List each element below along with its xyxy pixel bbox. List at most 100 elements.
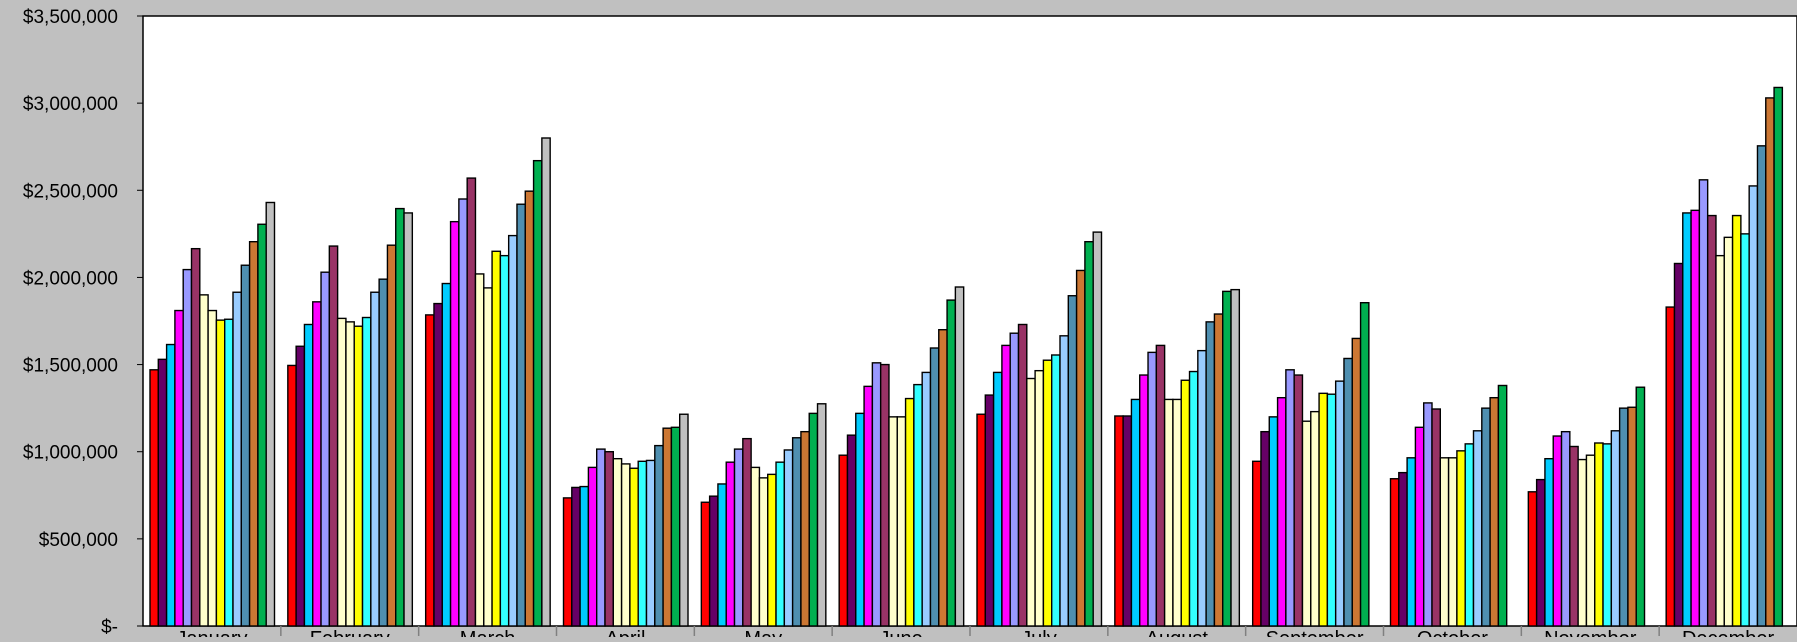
bar xyxy=(816,403,827,627)
bar xyxy=(157,358,168,627)
bar xyxy=(1310,410,1320,627)
bar xyxy=(1740,233,1750,627)
bar xyxy=(1481,407,1491,627)
bar xyxy=(1544,457,1554,627)
bar xyxy=(888,416,898,627)
bar xyxy=(1359,302,1370,627)
bar xyxy=(1009,332,1020,627)
bar xyxy=(562,497,573,627)
bar xyxy=(215,319,226,627)
bar xyxy=(976,413,987,627)
x-tick-label: October xyxy=(1417,628,1488,637)
bar xyxy=(1075,269,1086,627)
bar xyxy=(1351,337,1362,627)
bar xyxy=(1602,443,1613,627)
bar xyxy=(1251,460,1262,627)
bar xyxy=(223,318,234,627)
bar xyxy=(984,394,995,627)
bar xyxy=(742,437,752,627)
bar xyxy=(733,448,744,627)
bar xyxy=(1222,290,1232,627)
bar xyxy=(458,198,468,627)
bar xyxy=(1050,354,1061,627)
bar xyxy=(378,278,389,627)
bar xyxy=(679,413,689,627)
bar xyxy=(1698,179,1709,627)
bar xyxy=(207,309,218,627)
bar xyxy=(295,345,306,627)
bar xyxy=(1447,457,1458,627)
bar xyxy=(904,397,915,627)
bar xyxy=(1673,262,1684,627)
bar xyxy=(1635,386,1646,627)
bar xyxy=(1230,288,1241,627)
x-tick-label: June xyxy=(879,628,922,637)
bar xyxy=(1618,407,1629,627)
x-tick-label: February xyxy=(310,628,390,637)
bar xyxy=(1706,214,1717,627)
bar xyxy=(1414,426,1425,627)
bar xyxy=(1610,430,1621,627)
bar xyxy=(855,412,865,627)
bar xyxy=(1464,443,1475,627)
bar xyxy=(1585,454,1596,627)
bar xyxy=(1456,450,1466,627)
bar xyxy=(433,302,443,627)
y-tick-label: $2,500,000 xyxy=(23,181,118,202)
bar xyxy=(199,294,209,627)
bar xyxy=(345,321,355,627)
bar xyxy=(717,483,727,627)
bar xyxy=(767,473,777,627)
bar xyxy=(1205,321,1216,627)
bar xyxy=(424,314,435,627)
bar xyxy=(1756,145,1767,627)
bar xyxy=(938,329,948,627)
bar xyxy=(1001,344,1011,627)
bar xyxy=(1682,212,1692,627)
bar xyxy=(791,437,802,627)
bar xyxy=(1155,344,1166,627)
bar xyxy=(1535,478,1546,627)
bar xyxy=(499,254,510,627)
bar xyxy=(149,369,160,627)
bar xyxy=(1665,306,1676,627)
bar xyxy=(946,299,957,627)
bar xyxy=(662,427,673,627)
bar xyxy=(1406,457,1417,627)
bar xyxy=(395,207,405,627)
bar xyxy=(571,486,581,627)
bar xyxy=(871,362,882,627)
bar xyxy=(800,430,810,627)
bar xyxy=(1268,416,1279,627)
y-tick-label: $- xyxy=(101,617,118,637)
x-tick-label: March xyxy=(460,628,516,637)
bar xyxy=(1398,471,1408,627)
bar xyxy=(1489,396,1500,627)
bar xyxy=(846,434,857,627)
bar xyxy=(491,250,502,627)
bar xyxy=(1059,335,1070,627)
y-tick-label: $500,000 xyxy=(39,530,118,551)
bar xyxy=(370,291,380,627)
y-tick-label: $1,000,000 xyxy=(23,443,118,464)
bar xyxy=(654,444,664,627)
bar xyxy=(1431,408,1442,627)
x-tick-label: July xyxy=(1021,628,1057,637)
bar xyxy=(1293,374,1304,627)
bar xyxy=(524,190,535,627)
bar xyxy=(174,309,184,627)
bars xyxy=(149,86,1784,627)
bar xyxy=(1723,236,1734,627)
bar xyxy=(312,301,322,627)
bar xyxy=(1197,349,1207,627)
bar xyxy=(449,220,460,627)
bar xyxy=(1130,398,1141,627)
bar xyxy=(700,501,711,627)
bar xyxy=(507,234,518,627)
bar xyxy=(596,448,606,627)
y-axis: $- $500,000 $1,000,000 $1,500,000 $2,000,000… xyxy=(23,7,143,638)
bar xyxy=(1017,323,1028,627)
bar xyxy=(808,412,819,627)
bar xyxy=(1552,435,1563,627)
bar xyxy=(1084,240,1094,627)
